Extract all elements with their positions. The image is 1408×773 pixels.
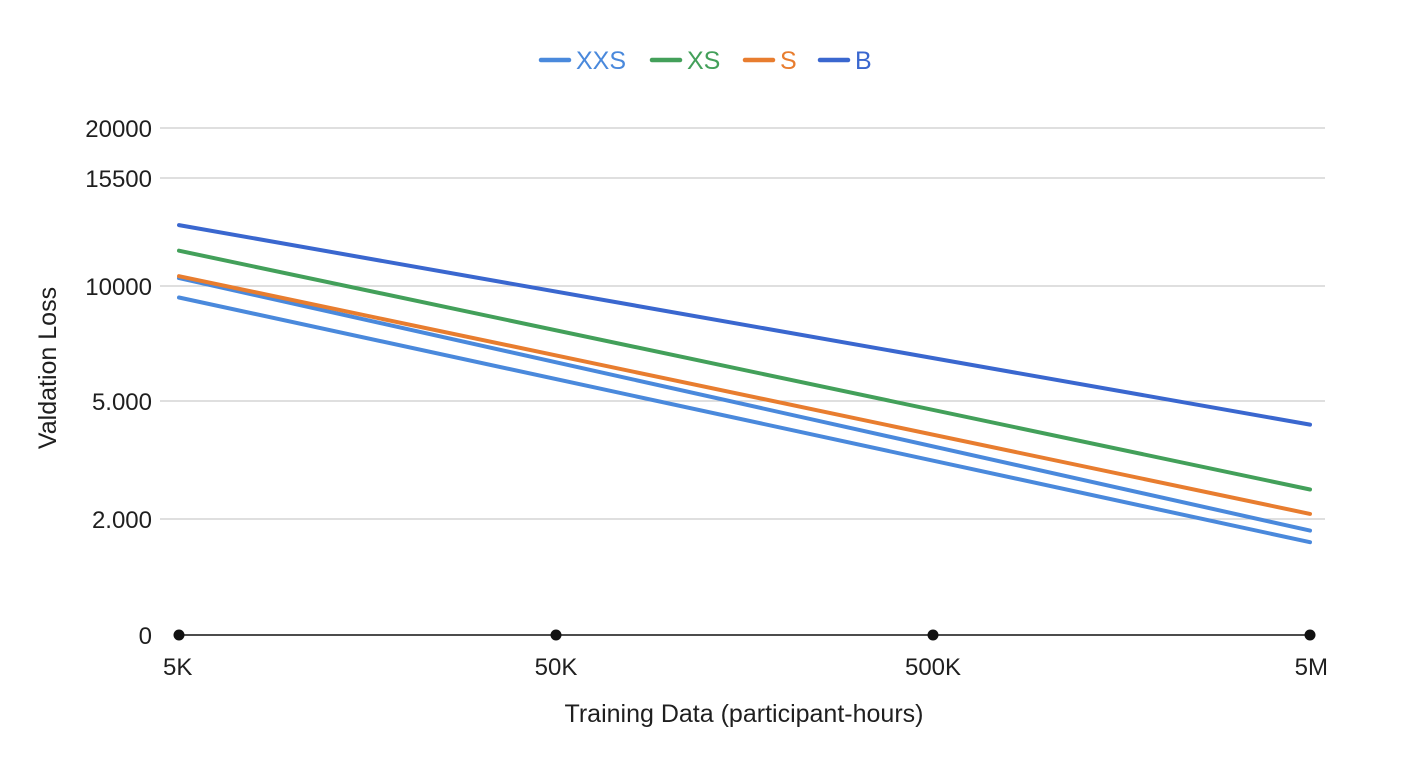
series-line-xxs [177,276,1312,533]
x-tick-dot [1304,629,1316,641]
x-axis-ticks: 5K 50K 500K 5M [163,654,1328,681]
y-tick-label: 5.000 [92,389,152,416]
legend-label: XXS [576,47,626,75]
x-tick-label: 5M [1295,654,1328,681]
series-line-b [177,223,1312,427]
legend-label: XS [687,47,720,75]
y-tick-label: 15500 [85,166,152,193]
x-axis-baseline [173,629,1316,641]
y-axis-title: Valdation Loss [34,287,62,449]
legend-label: S [780,47,797,75]
y-axis-ticks: 0 2.000 5.000 10000 15500 20000 [85,116,152,650]
x-tick-dot [173,629,185,641]
x-tick-dot [927,629,939,641]
x-tick-label: 5K [163,654,192,681]
x-tick-dot [550,629,562,641]
y-tick-label: 20000 [85,116,152,143]
x-axis-title: Training Data (participant-hours) [565,700,924,728]
series-line-xs [177,248,1312,492]
legend: XXS XS S B [538,47,872,75]
series-line-xxs [177,295,1312,545]
series-line-s [177,274,1312,516]
y-tick-label: 10000 [85,274,152,301]
y-tick-label: 2.000 [92,507,152,534]
x-tick-label: 50K [535,654,578,681]
y-tick-label: 0 [139,623,152,650]
x-tick-label: 500K [905,654,961,681]
series-lines [177,223,1312,545]
legend-label: B [855,47,872,75]
